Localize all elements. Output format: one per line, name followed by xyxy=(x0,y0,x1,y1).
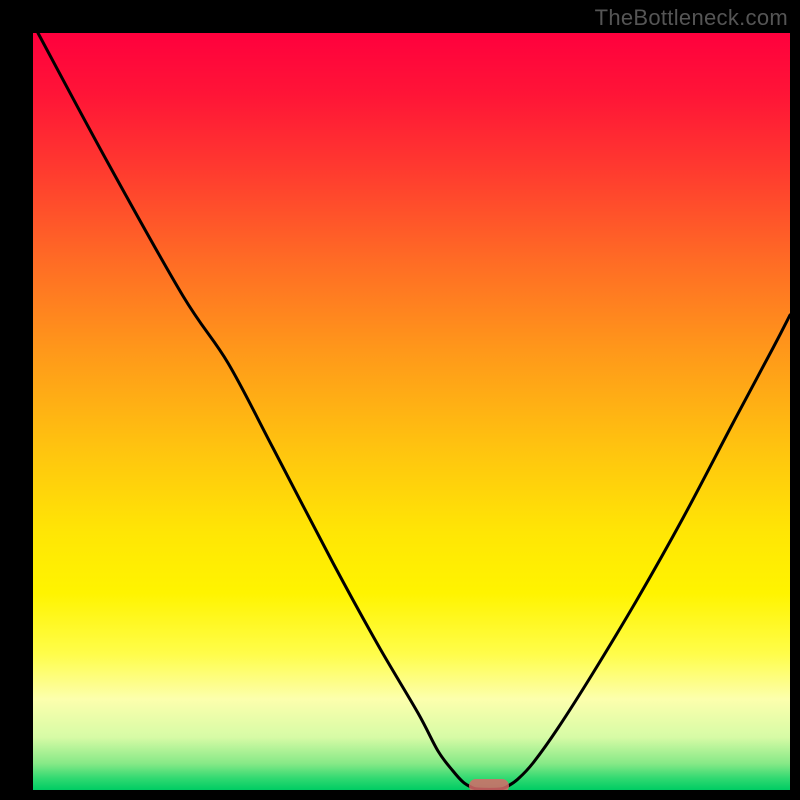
plot-area xyxy=(33,33,790,790)
bottleneck-curve xyxy=(33,33,790,790)
canvas: TheBottleneck.com xyxy=(0,0,800,800)
watermark-text: TheBottleneck.com xyxy=(595,5,788,31)
target-bar xyxy=(469,779,509,790)
